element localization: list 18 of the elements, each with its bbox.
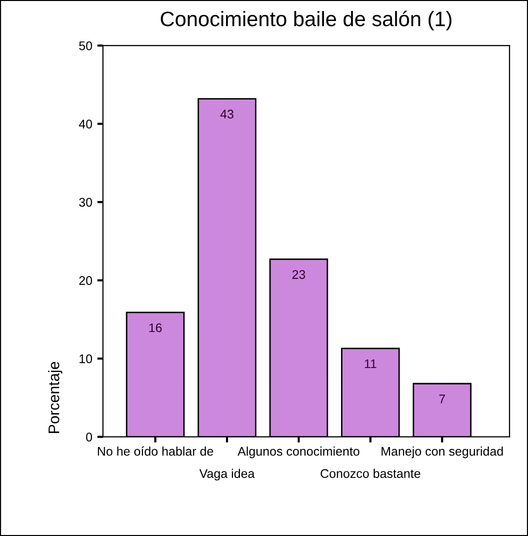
x-tick-label: No he oído hablar de <box>98 446 214 456</box>
data-label: 11 <box>364 359 376 368</box>
y-tick-label: 50 <box>79 41 92 50</box>
y-tick-label: 0 <box>86 432 92 442</box>
chart-title: Conocimiento baile de salón (1) <box>160 10 452 30</box>
y-axis-title: Porcentaje <box>48 362 62 433</box>
x-tick-label: Conozco bastante <box>320 468 420 478</box>
data-label: 23 <box>292 270 306 279</box>
x-tick-label: Vaga idea <box>199 468 255 480</box>
data-label: 43 <box>220 110 234 119</box>
y-tick-label: 20 <box>79 276 92 285</box>
y-tick-label: 30 <box>79 198 92 207</box>
x-tick-label: Manejo con seguridad <box>382 446 503 458</box>
x-tick-label: Algunos conocimiento <box>238 446 360 458</box>
data-label: 16 <box>149 323 162 332</box>
y-tick-label: 10 <box>80 354 92 364</box>
y-tick-label: 40 <box>78 120 92 128</box>
data-label: 7 <box>439 394 445 404</box>
